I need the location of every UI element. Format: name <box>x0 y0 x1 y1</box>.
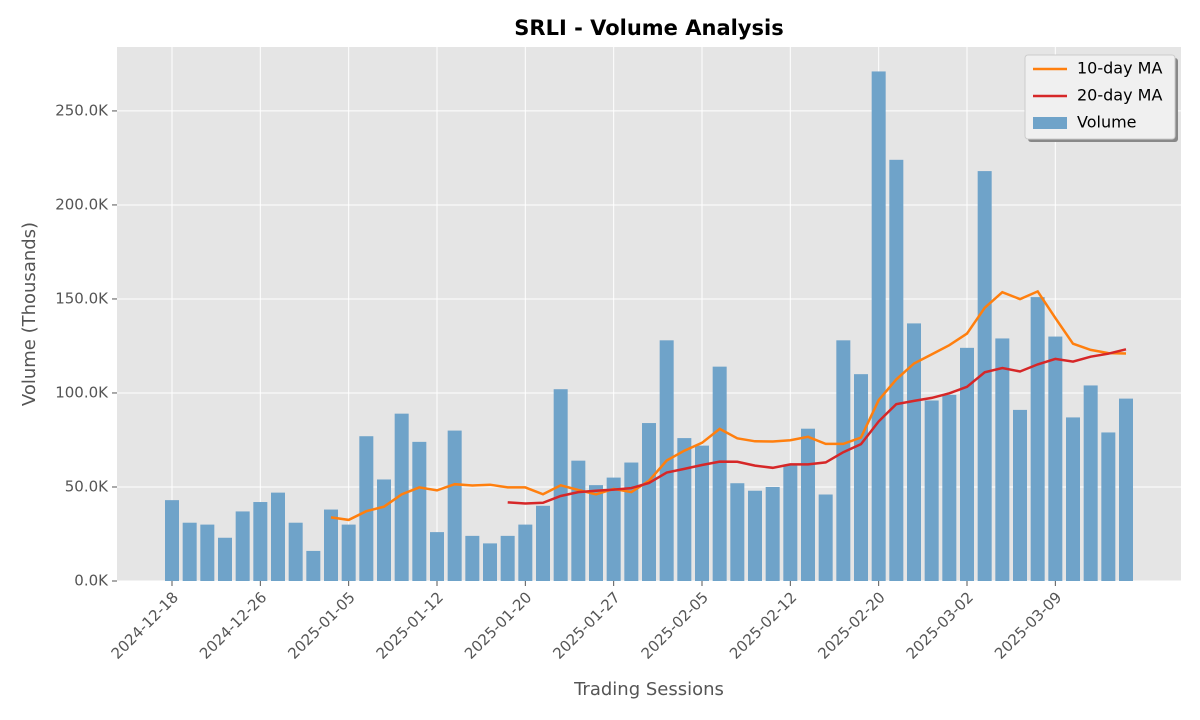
bar <box>695 445 709 581</box>
bar <box>447 430 462 581</box>
bar <box>1013 409 1027 581</box>
bar <box>324 509 338 581</box>
x-tick-label: 2025-02-12 <box>726 588 800 662</box>
y-axis-label: Volume (Thousands) <box>19 222 40 406</box>
bar <box>1119 398 1133 581</box>
bar <box>836 340 851 581</box>
legend: 10-day MA 20-day MA Volume <box>1024 54 1178 142</box>
bar <box>394 413 409 581</box>
bar <box>1066 417 1080 581</box>
bar <box>801 428 815 581</box>
y-tick-label: 250.0K <box>55 101 109 119</box>
bar <box>889 159 904 581</box>
bar <box>924 400 939 581</box>
bar <box>1030 297 1045 581</box>
bar <box>854 374 868 581</box>
bar <box>1048 336 1063 581</box>
y-tick-label: 100.0K <box>55 383 109 401</box>
bar <box>642 423 656 581</box>
bar <box>1101 432 1116 581</box>
bar <box>606 477 621 581</box>
bar <box>465 535 480 581</box>
bar <box>571 460 586 581</box>
bar <box>907 323 921 581</box>
bar <box>942 394 957 581</box>
bar <box>518 524 533 581</box>
bar <box>960 347 974 581</box>
x-tick-label: 2025-03-02 <box>903 588 977 662</box>
bar <box>288 522 303 581</box>
bar <box>677 438 692 581</box>
y-tick-label: 150.0K <box>55 289 109 307</box>
bar <box>412 441 427 581</box>
bar <box>200 524 215 581</box>
bar <box>977 171 992 582</box>
bar <box>271 492 285 581</box>
bar <box>377 479 391 581</box>
bar <box>182 522 197 581</box>
x-tick-label: 2024-12-18 <box>108 588 182 662</box>
bar <box>730 483 745 581</box>
bar <box>589 485 603 581</box>
legend-label: Volume <box>1077 113 1137 132</box>
bar <box>871 71 886 581</box>
bar <box>165 500 179 581</box>
bar <box>765 486 780 581</box>
legend-label: 20-day MA <box>1077 86 1162 105</box>
bar <box>500 535 515 581</box>
bar <box>748 490 762 581</box>
bar <box>341 524 356 581</box>
x-axis-label: Trading Sessions <box>573 679 724 700</box>
bar <box>235 511 250 581</box>
legend-swatch <box>1033 117 1067 129</box>
x-tick-label: 2025-01-05 <box>284 588 358 662</box>
bar <box>783 464 798 581</box>
bar <box>624 462 639 581</box>
bar <box>306 550 321 581</box>
bar <box>430 532 444 581</box>
bar <box>536 505 550 581</box>
x-tick-label: 2025-03-09 <box>991 588 1065 662</box>
bar <box>359 436 374 581</box>
x-tick-label: 2025-02-05 <box>638 588 712 662</box>
ma-line <box>330 289 1127 522</box>
bar <box>818 494 833 581</box>
x-tick-label: 2025-01-27 <box>549 588 623 662</box>
bar <box>712 366 727 581</box>
x-tick-label: 2025-01-20 <box>461 588 535 662</box>
y-tick-label: 200.0K <box>55 195 109 213</box>
bar <box>483 543 497 581</box>
x-tick-label: 2025-01-12 <box>373 588 447 662</box>
chart-title: SRLI - Volume Analysis <box>514 16 783 40</box>
ma-line <box>507 348 1127 505</box>
bar <box>1083 385 1098 581</box>
y-tick-label: 0.0K <box>74 572 109 590</box>
bar <box>253 502 268 581</box>
x-tick-label: 2025-02-20 <box>814 588 888 662</box>
x-tick-label: 2024-12-26 <box>196 588 270 662</box>
bar <box>218 537 232 581</box>
bar <box>995 338 1010 581</box>
legend-label: 10-day MA <box>1077 59 1162 78</box>
y-tick-label: 50.0K <box>65 477 109 495</box>
